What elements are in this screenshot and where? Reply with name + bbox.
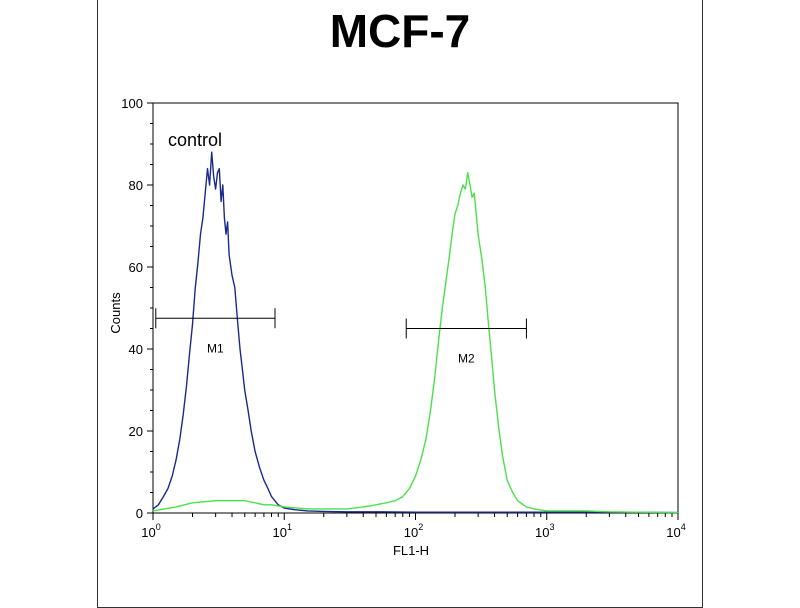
y-axis-label: Counts (108, 292, 123, 334)
x-tick-exponent: 2 (418, 522, 423, 532)
y-tick-label: 100 (121, 96, 143, 111)
series-line-1 (152, 151, 679, 514)
x-tick-exponent: 3 (549, 522, 554, 532)
x-tick-base: 10 (404, 525, 418, 540)
x-tick-exponent: 0 (156, 522, 161, 532)
x-tick-base: 10 (666, 525, 680, 540)
x-axis: 100 101 102 103 104 (141, 513, 686, 540)
annotation-control: control (168, 130, 222, 150)
y-tick-label: 80 (129, 178, 143, 193)
x-tick-base: 10 (535, 525, 549, 540)
gate-marker-m2: M2 (405, 318, 527, 366)
y-axis: 0 20 40 60 80 100 (121, 96, 153, 521)
gate-label: M2 (458, 352, 475, 366)
x-tick-label: 103 (535, 522, 554, 540)
x-axis-label: FL1-H (393, 543, 429, 558)
gate-marker-m1: M1 (155, 308, 276, 355)
series-layer (152, 151, 679, 514)
x-tick-label: 100 (141, 522, 160, 540)
x-tick-label: 104 (666, 522, 685, 540)
y-tick-label: 0 (136, 506, 143, 521)
y-tick-label: 40 (129, 342, 143, 357)
y-tick-label: 60 (129, 260, 143, 275)
series-line-2 (152, 171, 679, 514)
gate-label: M1 (207, 341, 224, 355)
x-tick-exponent: 4 (681, 522, 686, 532)
y-tick-label: 20 (129, 424, 143, 439)
plot-area (152, 102, 679, 514)
x-tick-label: 102 (404, 522, 423, 540)
gates-layer: M1 M2 (155, 308, 527, 366)
x-tick-base: 10 (141, 525, 155, 540)
x-tick-exponent: 1 (287, 522, 292, 532)
x-tick-label: 101 (273, 522, 292, 540)
figure-frame (97, 0, 703, 608)
x-tick-base: 10 (273, 525, 287, 540)
chart-title: MCF-7 (329, 5, 471, 57)
